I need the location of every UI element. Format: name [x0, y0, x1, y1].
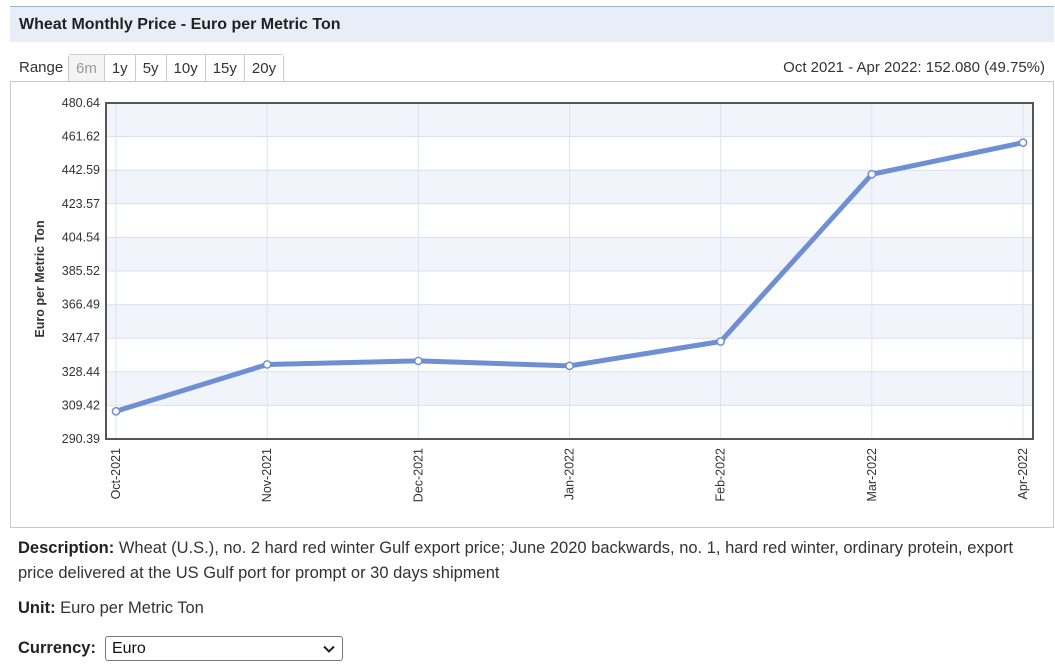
- chevron-down-icon: [323, 645, 335, 653]
- vertical-gridlines: [115, 103, 1024, 439]
- x-tick-label: Jan-2022: [563, 448, 577, 500]
- data-point: [111, 406, 121, 416]
- x-tick-label: Dec-2021: [411, 448, 425, 502]
- unit-value: Euro per Metric Ton: [60, 599, 204, 617]
- range-button-10y[interactable]: 10y: [166, 55, 206, 82]
- page-title: Wheat Monthly Price - Euro per Metric To…: [19, 16, 341, 33]
- y-tick-label: 385.52: [62, 264, 100, 278]
- currency-label: Currency:: [18, 639, 96, 657]
- chart-frame: 290.39 309.42 328.44 347.47 366.49 385.52 404.…: [10, 81, 1054, 528]
- x-tick-label: Nov-2021: [260, 448, 274, 502]
- range-button-20y[interactable]: 20y: [244, 55, 284, 82]
- y-axis-label: Euro per Metric Ton: [33, 220, 47, 337]
- range-button-5y[interactable]: 5y: [135, 55, 167, 82]
- x-tick-label: Mar-2022: [865, 448, 879, 502]
- range-button-6m[interactable]: 6m: [69, 55, 105, 82]
- data-point: [716, 337, 726, 346]
- range-label: Range: [19, 59, 64, 76]
- data-point: [262, 360, 272, 369]
- description-label: Description:: [18, 539, 115, 557]
- range-selector-row: Range 6m 1y 5y 10y 15y 20y Oct 2021 - Ap…: [10, 54, 1054, 82]
- x-tick-label: Apr-2022: [1016, 448, 1030, 499]
- y-tick-label: 290.39: [62, 432, 100, 446]
- x-tick-label: Feb-2022: [714, 448, 728, 502]
- currency-select[interactable]: Euro: [104, 636, 343, 661]
- chart-title-bar: Wheat Monthly Price - Euro per Metric To…: [10, 6, 1054, 42]
- y-tick-label: 480.64: [62, 96, 100, 110]
- y-tick-labels: 290.39 309.42 328.44 347.47 366.49 385.52 404.…: [62, 96, 100, 446]
- y-tick-label: 461.62: [62, 130, 100, 144]
- range-button-1y[interactable]: 1y: [104, 55, 136, 82]
- y-tick-label: 442.59: [62, 163, 100, 177]
- plot-area-border: [105, 102, 1034, 440]
- description-text: Wheat (U.S.), no. 2 hard red winter Gulf…: [18, 539, 1014, 582]
- y-tick-label: 347.47: [62, 331, 100, 345]
- price-line-chart: 290.39 309.42 328.44 347.47 366.49 385.52 404.…: [33, 96, 1034, 502]
- range-button-group: 6m 1y 5y 10y 15y 20y: [68, 54, 285, 82]
- x-tick-label: Oct-2021: [109, 448, 123, 499]
- y-tick-label: 309.42: [62, 398, 100, 412]
- y-tick-label: 423.57: [62, 197, 100, 211]
- unit-row: Unit: Euro per Metric Ton: [18, 599, 204, 618]
- x-tick-labels: Oct-2021 Nov-2021 Dec-2021 Jan-2022 Feb-2022…: [109, 448, 1030, 502]
- range-button-15y[interactable]: 15y: [205, 55, 245, 82]
- data-point: [413, 356, 423, 366]
- data-point: [867, 169, 877, 179]
- y-tick-label: 366.49: [62, 298, 100, 312]
- unit-label: Unit:: [18, 599, 56, 617]
- range-summary: Oct 2021 - Apr 2022: 152.080 (49.75%): [783, 59, 1045, 76]
- data-point: [1018, 138, 1028, 147]
- y-tick-label: 404.54: [62, 230, 100, 244]
- y-tick-label: 328.44: [62, 365, 100, 379]
- series-layer: [111, 138, 1028, 416]
- description: Description: Wheat (U.S.), no. 2 hard re…: [18, 536, 1038, 586]
- currency-selected-value: Euro: [111, 639, 146, 657]
- data-point: [565, 361, 574, 371]
- currency-row: Currency: Euro: [18, 636, 343, 661]
